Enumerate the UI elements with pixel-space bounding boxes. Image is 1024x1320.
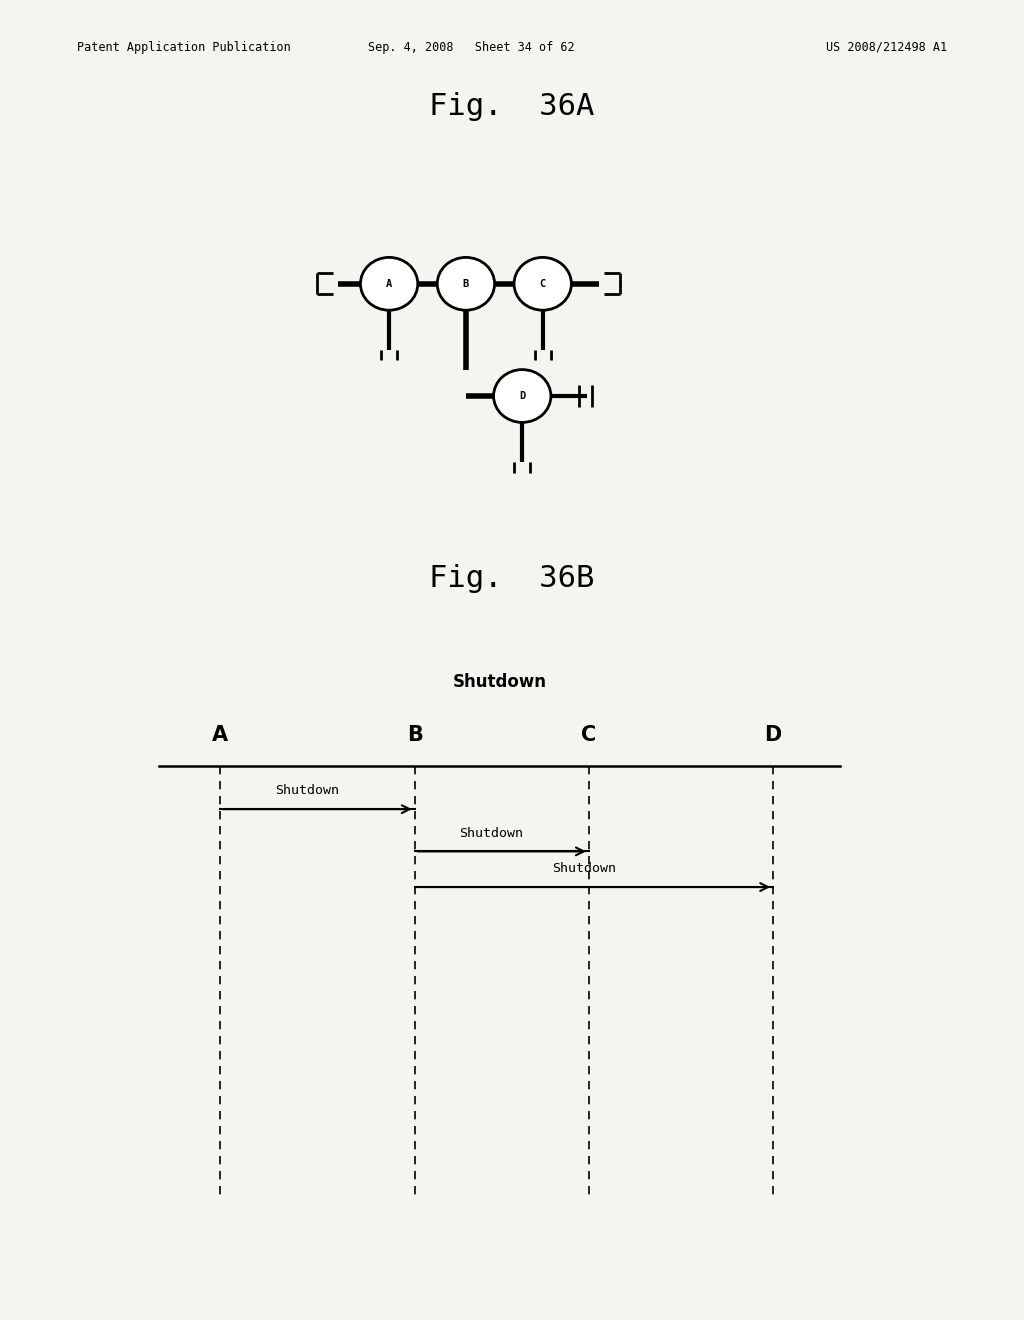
Text: C: C: [582, 725, 596, 744]
Ellipse shape: [437, 257, 495, 310]
Text: Shutdown: Shutdown: [460, 826, 523, 840]
Ellipse shape: [494, 370, 551, 422]
Text: Sep. 4, 2008   Sheet 34 of 62: Sep. 4, 2008 Sheet 34 of 62: [368, 41, 574, 54]
Text: Fig.  36A: Fig. 36A: [429, 92, 595, 121]
Text: B: B: [407, 725, 423, 744]
Text: Fig.  36B: Fig. 36B: [429, 564, 595, 593]
Text: C: C: [540, 279, 546, 289]
Text: A: A: [386, 279, 392, 289]
Ellipse shape: [514, 257, 571, 310]
Text: B: B: [463, 279, 469, 289]
Text: A: A: [212, 725, 228, 744]
Text: D: D: [765, 725, 781, 744]
Text: Shutdown: Shutdown: [453, 673, 547, 692]
Text: US 2008/212498 A1: US 2008/212498 A1: [826, 41, 947, 54]
Text: D: D: [519, 391, 525, 401]
Text: Patent Application Publication: Patent Application Publication: [77, 41, 291, 54]
Ellipse shape: [360, 257, 418, 310]
Text: Shutdown: Shutdown: [552, 862, 615, 875]
Text: Shutdown: Shutdown: [275, 784, 339, 797]
